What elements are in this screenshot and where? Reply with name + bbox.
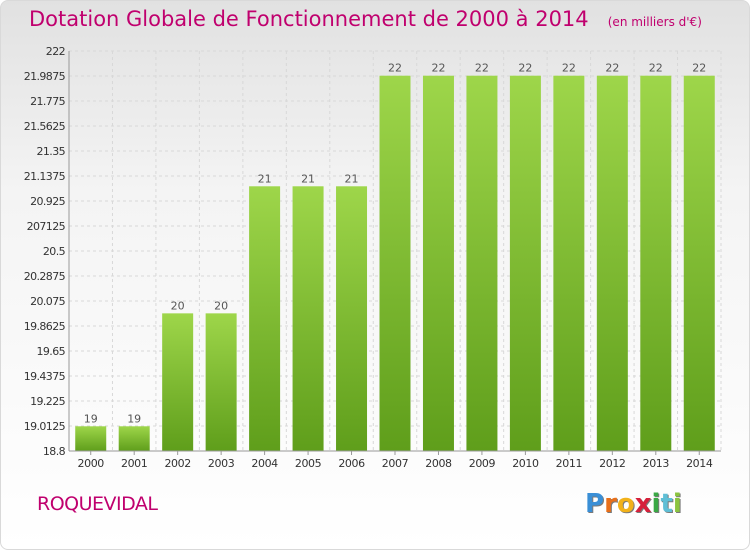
data-label: 20	[171, 299, 185, 312]
y-tick-label: 21.35	[37, 145, 66, 158]
bar-2011	[553, 75, 585, 452]
data-label: 21	[345, 172, 359, 185]
chart-unit: (en milliers d'€)	[607, 15, 702, 29]
x-tick-label: 2004	[251, 457, 278, 470]
title-row: Dotation Globale de Fonctionnement de 20…	[29, 7, 702, 31]
data-label: 19	[84, 412, 98, 425]
proxiti-logo: Proxiti	[585, 489, 682, 519]
bar-2001	[118, 426, 150, 451]
data-label: 19	[127, 412, 141, 425]
y-tick-label: 19.225	[30, 395, 65, 408]
x-tick-label: 2001	[121, 457, 147, 470]
y-tick-label: 207125	[27, 220, 66, 233]
bar-2004	[249, 186, 281, 451]
x-tick-label: 2011	[556, 457, 582, 470]
y-tick-label: 222	[46, 45, 65, 58]
y-tick-label: 19.8625	[24, 320, 66, 333]
y-tick-label: 20.2875	[24, 270, 66, 283]
data-label: 22	[388, 62, 402, 75]
x-tick-label: 2010	[512, 457, 539, 470]
bar-2014	[683, 75, 715, 452]
x-tick-label: 2014	[686, 457, 713, 470]
x-tick-label: 2006	[338, 457, 365, 470]
y-tick-label: 19.65	[37, 345, 66, 358]
x-tick-label: 2000	[78, 457, 105, 470]
data-label: 22	[605, 62, 619, 75]
y-tick-label: 18.8	[43, 445, 66, 458]
chart-title: Dotation Globale de Fonctionnement de 20…	[29, 7, 589, 31]
bars: 19 19 20 20 21 21 21 22 22 22 22 22 22 22 22	[75, 62, 715, 452]
x-tick-label: 2003	[208, 457, 235, 470]
x-tick-label: 2009	[469, 457, 496, 470]
y-tick-label: 21.775	[30, 95, 65, 108]
data-label: 22	[649, 62, 663, 75]
bar-2012	[596, 75, 628, 452]
bar-2010	[509, 75, 541, 452]
y-tick-label: 19.4375	[24, 370, 66, 383]
y-tick-label: 19.0125	[24, 420, 66, 433]
x-tick-label: 2012	[599, 457, 625, 470]
x-tick-label: 2008	[425, 457, 452, 470]
x-tick-label: 2002	[164, 457, 190, 470]
bar-2003	[205, 313, 237, 451]
y-tick-label: 21.9875	[24, 70, 66, 83]
bar-2002	[162, 313, 194, 451]
data-label: 22	[475, 62, 489, 75]
data-label: 22	[692, 62, 706, 75]
x-tick-label: 2005	[295, 457, 322, 470]
bar-2000	[75, 426, 107, 451]
bar-2007	[379, 75, 411, 452]
data-label: 20	[214, 299, 228, 312]
bar-2009	[466, 75, 498, 452]
axes: 18.8 19.0125 19.225 19.4375 19.65 19.8625 20.0…	[24, 45, 721, 470]
data-label: 22	[562, 62, 576, 75]
bar-2008	[422, 75, 454, 452]
data-label: 21	[301, 172, 315, 185]
data-label: 21	[258, 172, 272, 185]
location-name: ROQUEVIDAL	[37, 493, 158, 515]
x-tick-label: 2013	[643, 457, 670, 470]
y-tick-label: 20.925	[30, 195, 65, 208]
data-label: 22	[431, 62, 445, 75]
y-tick-label: 20.5	[43, 245, 66, 258]
bar-2013	[640, 75, 672, 452]
x-tick-label: 2007	[382, 457, 409, 470]
y-tick-label: 21.5625	[24, 120, 66, 133]
y-tick-label: 21.1375	[24, 170, 66, 183]
y-tick-label: 20.075	[30, 295, 65, 308]
bar-2006	[336, 186, 368, 451]
data-label: 22	[518, 62, 532, 75]
bar-2005	[292, 186, 324, 451]
